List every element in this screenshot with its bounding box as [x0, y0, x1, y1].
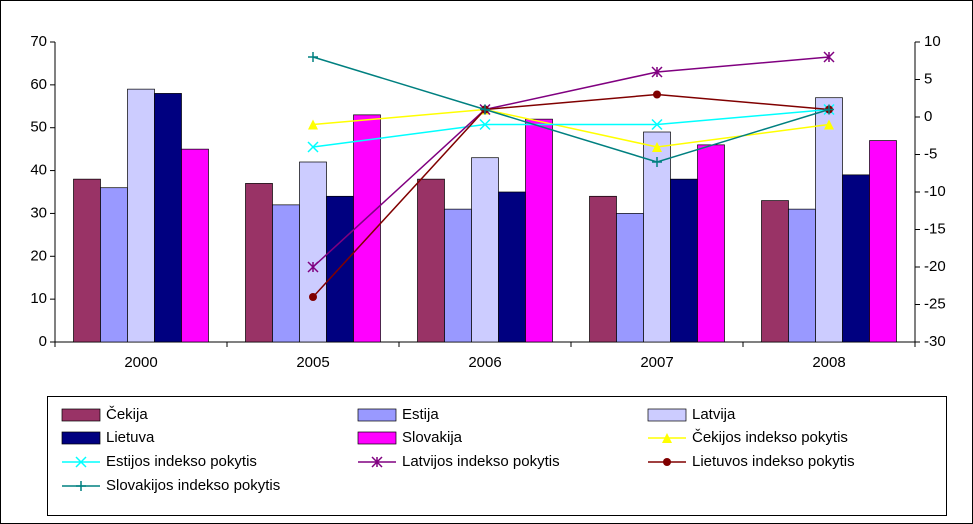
marker: [308, 52, 318, 62]
marker: [307, 141, 319, 153]
legend-swatch: [61, 408, 101, 422]
legend-label: Estijos indekso pokytis: [106, 453, 257, 470]
legend-box: [47, 396, 947, 516]
legend-label: Slovakija: [402, 429, 463, 446]
y-tick-label: 10: [30, 290, 47, 307]
marker: [479, 118, 491, 131]
y2-tick-label: -10: [924, 183, 946, 200]
y-tick-label: 0: [39, 333, 47, 350]
bar: [471, 157, 499, 343]
y2-tick-label: -20: [924, 258, 946, 275]
legend-label: Čekija: [106, 406, 148, 423]
legend-label: Estija: [402, 406, 439, 423]
bar: [761, 200, 789, 343]
legend-swatch: [647, 408, 687, 422]
bar: [154, 93, 182, 343]
bar: [100, 187, 128, 343]
y2-tick-label: 0: [924, 108, 932, 125]
bar: [245, 183, 273, 343]
x-tick-label: 2006: [468, 354, 501, 371]
line: [312, 56, 830, 163]
bar: [272, 204, 300, 343]
bar: [670, 178, 698, 343]
legend-label: Lietuvos indekso pokytis: [692, 453, 855, 470]
marker: [651, 118, 663, 131]
legend-marker: [662, 433, 672, 443]
bar: [842, 174, 870, 343]
bar: [869, 140, 897, 343]
bar: [643, 131, 671, 343]
legend-marker: [76, 481, 86, 491]
marker: [308, 119, 318, 130]
marker: [307, 261, 319, 273]
x-tick-label: 2008: [812, 354, 845, 371]
y-tick-label: 30: [30, 204, 47, 221]
y2-tick-label: 5: [924, 70, 932, 87]
bar: [73, 178, 101, 343]
legend-label: Slovakijos indekso pokytis: [106, 477, 280, 494]
bar: [788, 208, 816, 343]
legend-swatch: [357, 408, 397, 422]
y-tick-label: 50: [30, 119, 47, 136]
x-tick-label: 2007: [640, 354, 673, 371]
marker: [309, 293, 317, 301]
bar: [815, 97, 843, 343]
y2-tick-label: -25: [924, 295, 946, 312]
x-tick-label: 2005: [296, 354, 329, 371]
y2-tick-label: -30: [924, 333, 946, 350]
bar: [326, 195, 354, 343]
marker: [652, 157, 662, 167]
legend-marker: [663, 458, 671, 466]
legend-label: Latvijos indekso pokytis: [402, 453, 560, 470]
line: [312, 56, 830, 268]
marker: [651, 66, 663, 78]
bar: [444, 208, 472, 343]
marker: [480, 104, 490, 115]
marker: [824, 104, 834, 115]
bar: [181, 148, 209, 343]
y2-tick-label: -5: [924, 145, 937, 162]
marker: [823, 51, 835, 63]
marker: [653, 90, 661, 99]
y-tick-label: 60: [30, 76, 47, 93]
marker: [824, 119, 834, 130]
bar: [299, 161, 327, 343]
y-tick-label: 70: [30, 33, 47, 50]
line: [312, 108, 830, 148]
marker: [652, 142, 662, 152]
bar: [127, 88, 155, 343]
x-tick-label: 2000: [124, 354, 157, 371]
y-tick-label: 40: [30, 162, 47, 179]
legend-label: Lietuva: [106, 429, 155, 446]
legend-swatch: [61, 431, 101, 445]
line: [312, 93, 830, 298]
legend-marker: [371, 456, 383, 468]
bar: [498, 191, 526, 343]
bar: [417, 178, 445, 343]
legend-label: Čekijos indekso pokytis: [692, 429, 848, 446]
bar: [525, 118, 553, 343]
y-tick-label: 20: [30, 247, 47, 264]
legend-swatch: [357, 431, 397, 445]
bar: [616, 213, 644, 343]
legend-label: Latvija: [692, 406, 736, 423]
y2-tick-label: 10: [924, 33, 941, 50]
bar: [589, 195, 617, 343]
bar: [697, 144, 725, 343]
legend-marker: [75, 456, 87, 468]
y2-tick-label: -15: [924, 220, 946, 237]
